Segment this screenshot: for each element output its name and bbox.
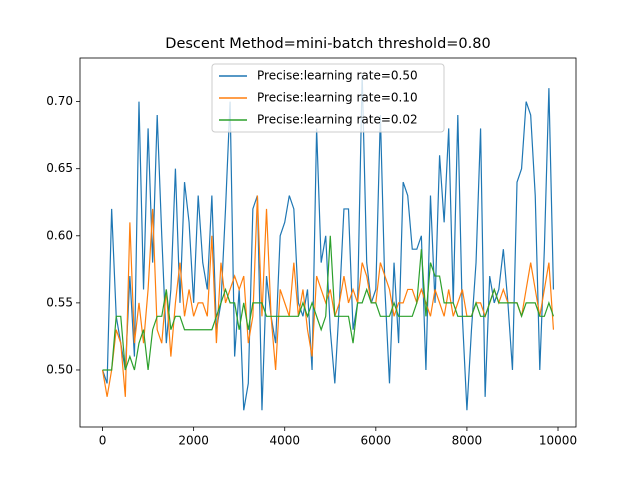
x-tick-label: 2000: [178, 434, 209, 448]
y-tick-label: 0.60: [46, 228, 73, 242]
x-tick-label: 8000: [452, 434, 483, 448]
y-tick-label: 0.70: [46, 94, 73, 108]
y-tick-label: 0.65: [46, 161, 73, 175]
line-series: [101, 195, 555, 397]
x-tick-label: 6000: [361, 434, 392, 448]
line-series: [102, 235, 555, 371]
legend-label: Precise:learning rate=0.02: [257, 113, 418, 127]
x-tick-label: 4000: [269, 434, 300, 448]
x-tick-label: 0: [99, 434, 107, 448]
legend-box: [211, 63, 445, 133]
legend-label: Precise:learning rate=0.50: [257, 69, 418, 83]
legend-label: Precise:learning rate=0.10: [257, 91, 418, 105]
axes-frame: [79, 57, 577, 428]
y-tick-label: 0.55: [46, 295, 73, 309]
y-tick-label: 0.50: [46, 362, 73, 376]
x-tick-label: 10000: [539, 434, 577, 448]
chart-title: Descent Method=mini-batch threshold=0.80: [165, 36, 490, 52]
